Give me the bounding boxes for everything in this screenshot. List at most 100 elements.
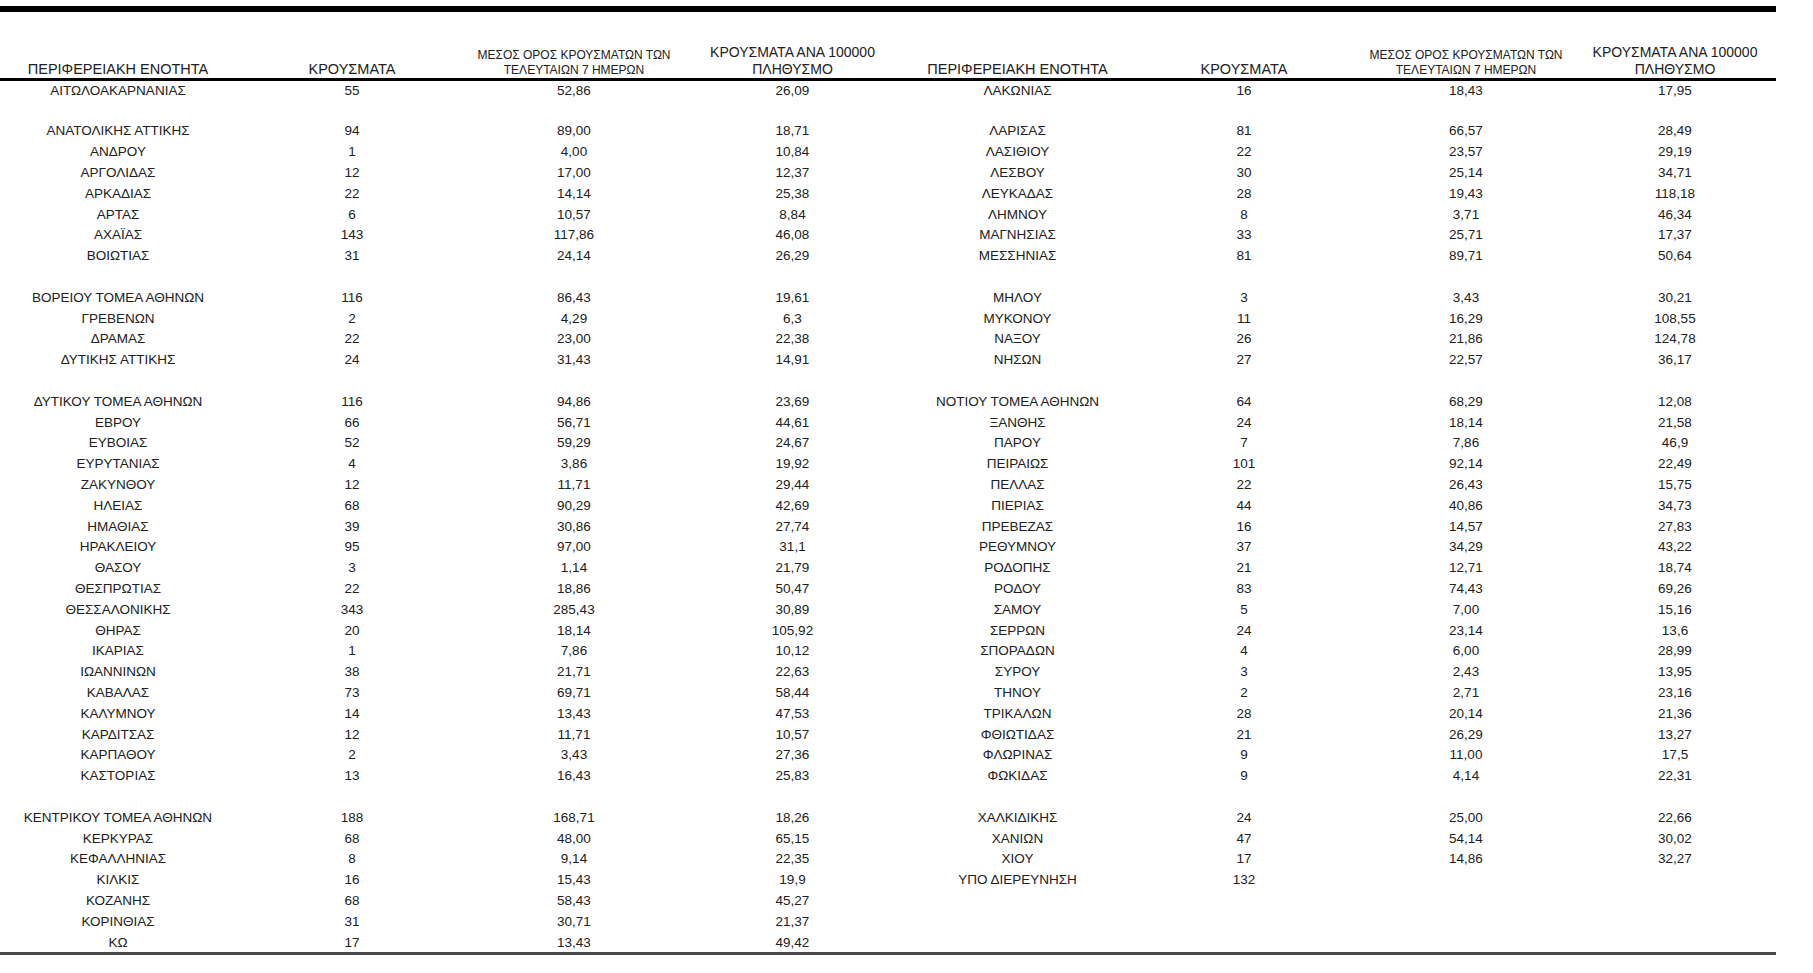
region-cell: ΠΑΡΟΥ [905,433,1130,454]
avg7-cell: 18,14 [1358,412,1574,433]
per100k-cell: 49,42 [680,932,905,953]
cases-cell: 55 [236,79,468,100]
region-cell: ΔΥΤΙΚΟΥ ΤΟΜΕΑ ΑΘΗΝΩΝ [0,391,236,412]
per100k-cell: 29,44 [680,474,905,495]
table-row: ΓΡΕΒΕΝΩΝ24,296,3ΜΥΚΟΝΟΥ1116,29108,55 [0,308,1776,329]
cases-cell: 17 [1130,848,1358,869]
table-row: ΙΚΑΡΙΑΣ17,8610,12ΣΠΟΡΑΔΩΝ46,0028,99 [0,641,1776,662]
cases-cell: 11 [1130,308,1358,329]
avg7-cell: 66,57 [1358,121,1574,142]
per100k-cell: 65,15 [680,828,905,849]
per100k-cell: 69,26 [1574,578,1776,599]
region-cell: ΒΟΙΩΤΙΑΣ [0,245,236,266]
region-cell: ΞΑΝΘΗΣ [905,412,1130,433]
cases-cell: 2 [1130,682,1358,703]
cases-cell [236,370,468,391]
header-avg7-line2: ΤΕΛΕΥΤΑΙΩΝ 7 ΗΜΕΡΩΝ [1358,63,1574,78]
per100k-cell: 30,89 [680,599,905,620]
per100k-cell: 23,16 [1574,682,1776,703]
cases-cell: 28 [1130,183,1358,204]
region-cell: ΑΡΚΑΔΙΑΣ [0,183,236,204]
avg7-cell: 92,14 [1358,453,1574,474]
region-cell: ΕΒΡΟΥ [0,412,236,433]
table-row: ΚΕΦΑΛΛΗΝΙΑΣ89,1422,35ΧΙΟΥ1714,8632,27 [0,848,1776,869]
header-per100k-right: ΚΡΟΥΣΜΑΤΑ ΑΝΑ 100000 ΠΛΗΘΥΣΜΟ [1574,12,1776,79]
cases-cell [1130,932,1358,953]
avg7-cell: 13,43 [468,932,680,953]
per100k-cell: 17,5 [1574,745,1776,766]
cases-cell: 1 [236,641,468,662]
per100k-cell: 22,35 [680,848,905,869]
region-cell: ΦΘΙΩΤΙΔΑΣ [905,724,1130,745]
per100k-cell: 108,55 [1574,308,1776,329]
avg7-cell: 6,00 [1358,641,1574,662]
per100k-cell [1574,370,1776,391]
table-row: ΕΒΡΟΥ6656,7144,61ΞΑΝΘΗΣ2418,1421,58 [0,412,1776,433]
per100k-cell: 19,61 [680,287,905,308]
per100k-cell: 22,49 [1574,453,1776,474]
header-avg7-right: ΜΕΣΟΣ ΟΡΟΣ ΚΡΟΥΣΜΑΤΩΝ ΤΩΝ ΤΕΛΕΥΤΑΙΩΝ 7 Η… [1358,12,1574,79]
per100k-cell: 44,61 [680,412,905,433]
table-row: ΑΡΓΟΛΙΔΑΣ1217,0012,37ΛΕΣΒΟΥ3025,1434,71 [0,162,1776,183]
per100k-cell [1574,890,1776,911]
avg7-cell [1358,890,1574,911]
region-cell: ΚΕΝΤΡΙΚΟΥ ΤΟΜΕΑ ΑΘΗΝΩΝ [0,807,236,828]
cases-cell: 343 [236,599,468,620]
region-cell: ΚΩ [0,932,236,953]
cases-cell: 68 [236,495,468,516]
avg7-cell: 4,29 [468,308,680,329]
table-row: ΒΟΙΩΤΙΑΣ3124,1426,29ΜΕΣΣΗΝΙΑΣ8189,7150,6… [0,245,1776,266]
avg7-cell: 7,86 [1358,433,1574,454]
region-cell: ΘΕΣΣΑΛΟΝΙΚΗΣ [0,599,236,620]
region-cell: ΒΟΡΕΙΟΥ ΤΟΜΕΑ ΑΘΗΝΩΝ [0,287,236,308]
header-avg7-line1: ΜΕΣΟΣ ΟΡΟΣ ΚΡΟΥΣΜΑΤΩΝ ΤΩΝ [468,48,680,63]
region-cell: ΡΕΘΥΜΝΟΥ [905,537,1130,558]
avg7-cell: 11,71 [468,724,680,745]
per100k-cell: 15,16 [1574,599,1776,620]
avg7-cell: 12,71 [1358,557,1574,578]
per100k-cell: 26,09 [680,79,905,100]
region-cell [905,370,1130,391]
per100k-cell: 42,69 [680,495,905,516]
region-cell: ΛΕΥΚΑΔΑΣ [905,183,1130,204]
cases-cell: 22 [236,183,468,204]
region-cell: ΜΑΓΝΗΣΙΑΣ [905,225,1130,246]
spacer-row [0,100,1776,121]
avg7-cell: 19,43 [1358,183,1574,204]
avg7-cell: 18,43 [1358,79,1574,100]
per100k-cell: 27,36 [680,745,905,766]
cases-cell: 6 [236,204,468,225]
table-row: ΑΝΔΡΟΥ14,0010,84ΛΑΣΙΘΙΟΥ2223,5729,19 [0,141,1776,162]
region-cell: ΜΗΛΟΥ [905,287,1130,308]
per100k-cell: 18,74 [1574,557,1776,578]
per100k-cell: 46,08 [680,225,905,246]
region-cell: ΜΕΣΣΗΝΙΑΣ [905,245,1130,266]
avg7-cell: 94,86 [468,391,680,412]
avg7-cell: 58,43 [468,890,680,911]
cases-cell: 9 [1130,765,1358,786]
cases-cell: 12 [236,474,468,495]
per100k-cell: 36,17 [1574,349,1776,370]
region-cell: ΣΕΡΡΩΝ [905,620,1130,641]
cases-cell: 83 [1130,578,1358,599]
region-cell [905,100,1130,121]
per100k-cell: 29,19 [1574,141,1776,162]
cases-cell: 64 [1130,391,1358,412]
avg7-cell: 26,43 [1358,474,1574,495]
avg7-cell: 14,57 [1358,516,1574,537]
cases-cell: 8 [1130,204,1358,225]
table-row: ΕΥΡΥΤΑΝΙΑΣ43,8619,92ΠΕΙΡΑΙΩΣ10192,1422,4… [0,453,1776,474]
table-header: ΠΕΡΙΦΕΡΕΙΑΚΗ ΕΝΟΤΗΤΑ ΚΡΟΥΣΜΑΤΑ ΜΕΣΟΣ ΟΡΟ… [0,12,1776,79]
region-cell: ΧΙΟΥ [905,848,1130,869]
avg7-cell: 24,14 [468,245,680,266]
avg7-cell: 15,43 [468,869,680,890]
avg7-cell: 117,86 [468,225,680,246]
cases-cell: 3 [1130,661,1358,682]
region-cell: ΗΡΑΚΛΕΙΟΥ [0,537,236,558]
avg7-cell: 14,86 [1358,848,1574,869]
per100k-cell: 19,92 [680,453,905,474]
avg7-cell [1358,100,1574,121]
cases-cell: 9 [1130,745,1358,766]
per100k-cell: 25,38 [680,183,905,204]
avg7-cell: 59,29 [468,433,680,454]
